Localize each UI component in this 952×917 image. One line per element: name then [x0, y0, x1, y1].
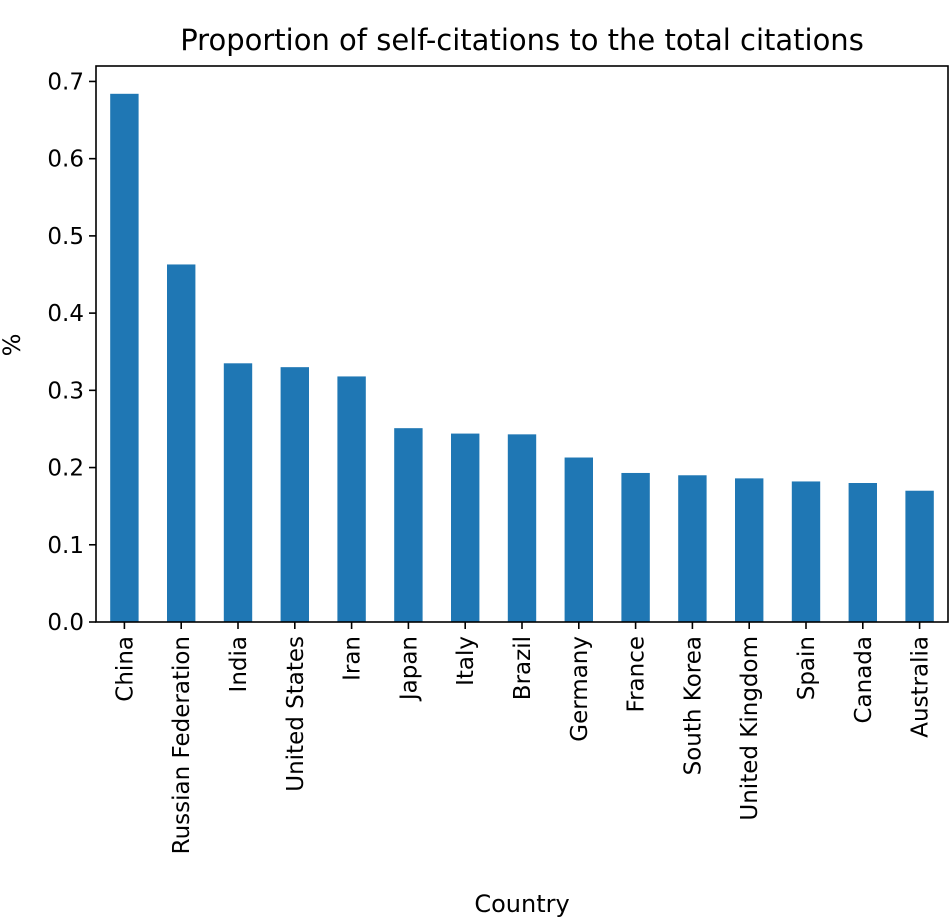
x-tick-label: Brazil [510, 636, 536, 700]
chart-title: Proportion of self-citations to the tota… [180, 23, 864, 57]
bar-united-states [280, 367, 309, 622]
y-axis-label: % [0, 334, 26, 357]
bar-france [621, 472, 650, 622]
x-tick-label: Russian Federation [169, 636, 195, 854]
x-axis-label: Country [474, 890, 569, 917]
x-tick-label: Spain [794, 636, 820, 700]
bar-brazil [507, 434, 537, 622]
x-tick-label: Canada [851, 636, 877, 724]
x-tick-label: Japan [396, 636, 422, 702]
y-tick-label: 0.6 [47, 147, 84, 173]
x-tick-label: Iran [340, 636, 366, 681]
x-tick-label: Australia [908, 636, 934, 738]
bar-australia [905, 490, 934, 622]
x-tick-label: United Kingdom [737, 636, 763, 821]
axis-ticks: China Russian Federation India United State… [47, 69, 933, 854]
bar-italy [451, 433, 480, 622]
x-tick-label: China [112, 636, 138, 702]
plot-area-frame [95, 65, 949, 623]
x-tick-label: United States [283, 636, 309, 792]
bar-russian-federation [167, 264, 196, 622]
bar-united-kingdom [735, 478, 764, 622]
x-tick-label: France [624, 636, 650, 712]
bars [110, 93, 934, 623]
y-tick-label: 0.4 [47, 301, 84, 327]
y-tick-label: 0.0 [47, 610, 84, 636]
bar-china [110, 93, 139, 623]
y-tick-label: 0.7 [47, 69, 84, 95]
x-tick-label: Italy [453, 636, 479, 686]
y-tick-label: 0.5 [47, 224, 84, 250]
bar-south-korea [678, 475, 707, 622]
bar-canada [848, 483, 877, 622]
x-tick-label: Germany [567, 636, 593, 742]
x-tick-label: South Korea [680, 636, 706, 775]
x-tick-label: India [226, 636, 252, 692]
bar-spain [791, 481, 821, 622]
bar-iran [337, 376, 366, 622]
bar-india [223, 363, 253, 622]
y-tick-label: 0.2 [47, 456, 84, 482]
bar-japan [394, 428, 423, 622]
y-tick-label: 0.1 [47, 533, 84, 559]
bar-germany [564, 457, 593, 622]
y-tick-label: 0.3 [47, 378, 84, 404]
